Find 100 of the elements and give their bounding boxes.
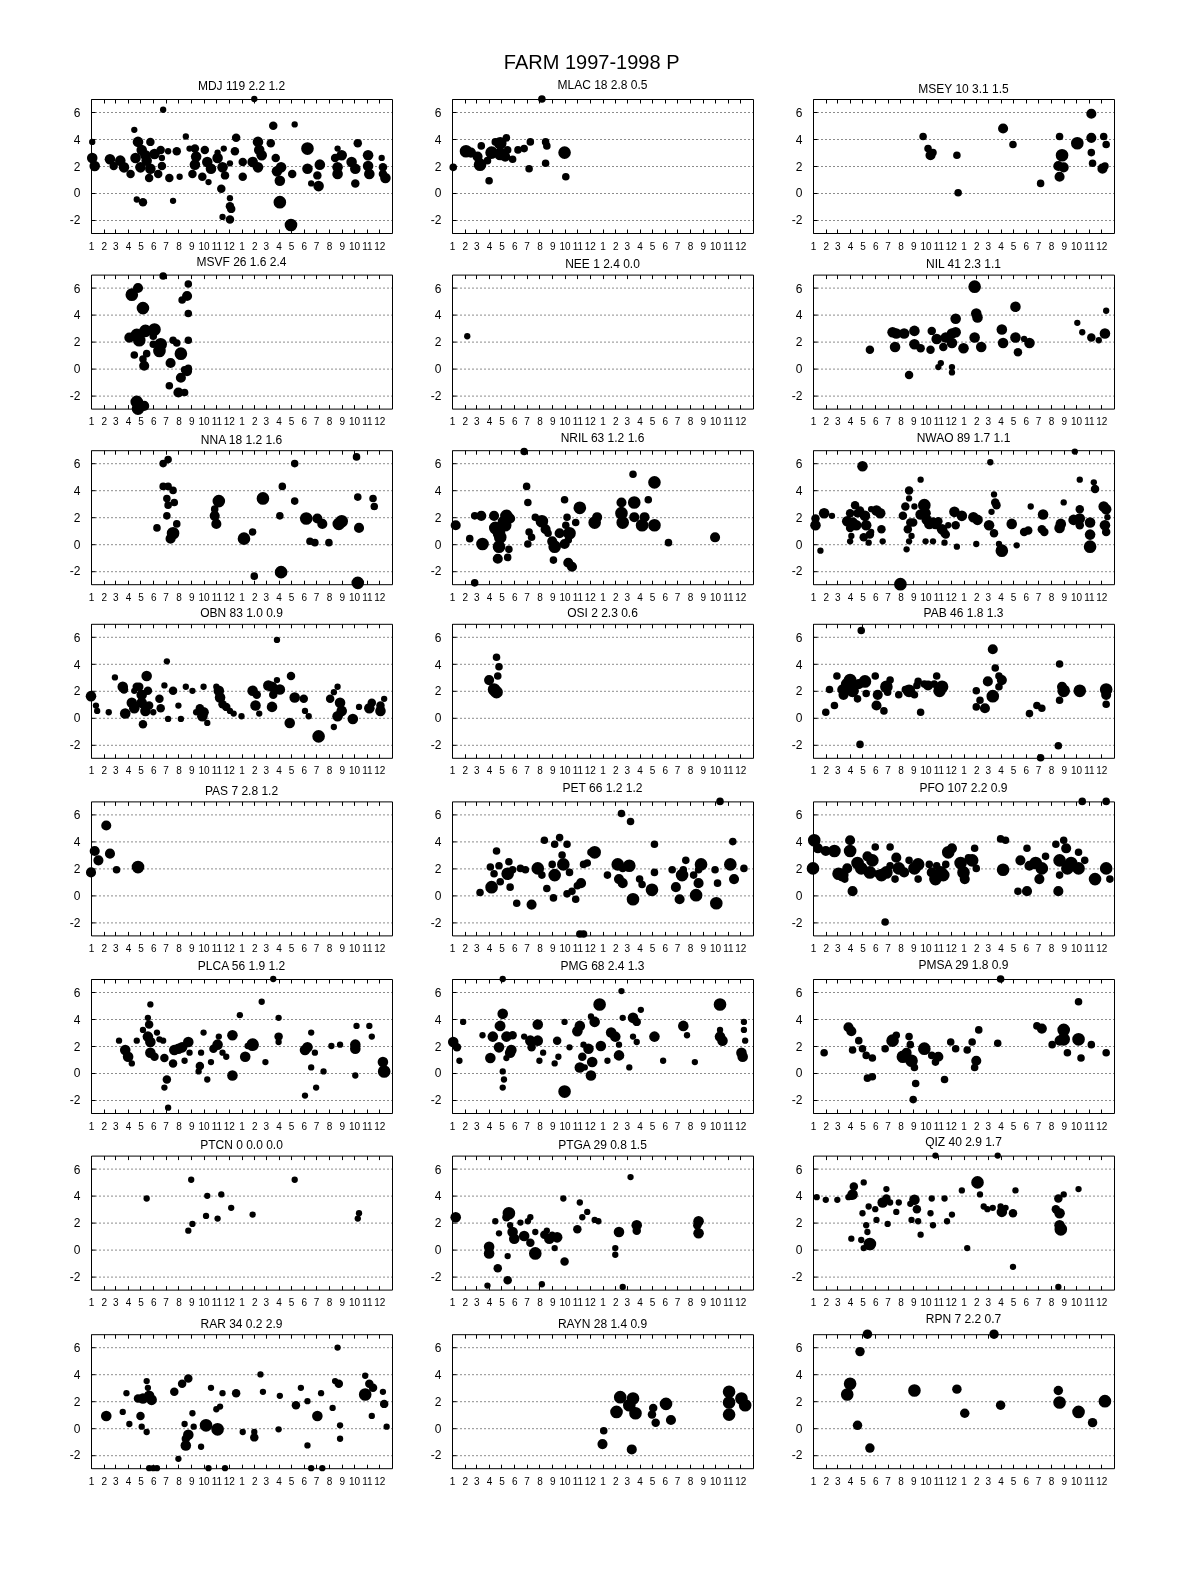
y-tick-label: 0 bbox=[795, 1242, 803, 1257]
chart-title: MLAC 18 2.8 0.5 bbox=[557, 78, 648, 93]
x-tick-label: 1 bbox=[810, 416, 817, 428]
x-tick-label: 9 bbox=[700, 240, 707, 252]
x-tick-label: 11 bbox=[572, 1120, 584, 1132]
x-tick-label: 2 bbox=[252, 765, 258, 777]
x-tick-label: 7 bbox=[885, 1120, 892, 1132]
y-tick-label: 2 bbox=[434, 159, 442, 174]
x-tick-label: 6 bbox=[872, 416, 879, 428]
y-tick-label: 2 bbox=[434, 510, 442, 525]
x-tick-label: 9 bbox=[188, 591, 195, 603]
x-tick-label: 8 bbox=[687, 591, 694, 603]
x-tick-label: 5 bbox=[1010, 591, 1017, 603]
x-tick-label: 1 bbox=[961, 1475, 968, 1487]
x-tick-label: 9 bbox=[1061, 416, 1068, 428]
x-tick-label: 7 bbox=[674, 591, 681, 603]
x-tick-label: 4 bbox=[486, 1297, 493, 1309]
x-tick-label: 6 bbox=[662, 1120, 669, 1132]
x-tick-label: 6 bbox=[872, 591, 879, 603]
x-tick-label: 9 bbox=[339, 1120, 346, 1132]
x-tick-label: 9 bbox=[1061, 1120, 1068, 1132]
x-tick-label: 8 bbox=[1048, 416, 1055, 428]
x-tick-label: 8 bbox=[537, 1297, 544, 1309]
x-tick-label: 7 bbox=[163, 416, 170, 428]
x-tick-label: 6 bbox=[511, 416, 518, 428]
x-tick-label: 2 bbox=[462, 765, 469, 777]
x-tick-label: 11 bbox=[1084, 1297, 1095, 1309]
x-tick-label: 11 bbox=[933, 416, 945, 428]
x-tick-label: 2 bbox=[252, 942, 258, 954]
x-tick-label: 7 bbox=[524, 942, 531, 954]
x-tick-label: 7 bbox=[1035, 765, 1042, 777]
x-tick-label: 7 bbox=[313, 240, 320, 252]
x-tick-label: 5 bbox=[1010, 1297, 1017, 1309]
x-tick-label: 10 bbox=[1071, 416, 1083, 428]
y-tick-label: -2 bbox=[430, 388, 442, 403]
y-tick-label: 2 bbox=[434, 1394, 442, 1409]
x-tick-label: 10 bbox=[920, 1297, 933, 1309]
x-tick-label: 5 bbox=[288, 240, 295, 252]
x-tick-label: 10 bbox=[349, 1297, 361, 1309]
y-tick-label: 2 bbox=[434, 684, 442, 699]
x-tick-label: 1 bbox=[810, 1297, 817, 1309]
x-tick-label: 6 bbox=[1023, 240, 1030, 252]
x-tick-label: 5 bbox=[499, 765, 506, 777]
x-tick-label: 8 bbox=[898, 1120, 905, 1132]
x-tick-label: 12 bbox=[223, 942, 236, 954]
y-tick-label: 4 bbox=[73, 308, 81, 323]
x-tick-label: 3 bbox=[835, 1297, 842, 1309]
y-tick-label: 6 bbox=[795, 630, 803, 645]
x-tick-label: 8 bbox=[1048, 1297, 1055, 1309]
x-tick-label: 1 bbox=[239, 416, 246, 428]
x-tick-label: 12 bbox=[223, 240, 236, 252]
x-tick-label: 4 bbox=[998, 1120, 1005, 1132]
x-tick-label: 5 bbox=[1010, 240, 1017, 252]
x-tick-label: 11 bbox=[572, 240, 584, 252]
x-tick-label: 6 bbox=[301, 1297, 308, 1309]
x-tick-label: 12 bbox=[223, 591, 236, 603]
y-tick-label: 6 bbox=[795, 281, 803, 296]
x-tick-label: 10 bbox=[349, 416, 361, 428]
x-tick-label: 4 bbox=[125, 591, 132, 603]
x-tick-label: 11 bbox=[211, 942, 223, 954]
x-tick-label: 9 bbox=[1061, 1475, 1068, 1487]
x-tick-label: 3 bbox=[263, 765, 270, 777]
chart-title: NIL 41 2.3 1.1 bbox=[926, 257, 1002, 272]
y-tick-label: -2 bbox=[430, 915, 442, 930]
x-tick-label: 12 bbox=[735, 240, 747, 252]
x-tick-label: 10 bbox=[1071, 1297, 1083, 1309]
x-tick-label: 12 bbox=[1096, 1297, 1108, 1309]
x-tick-label: 5 bbox=[288, 765, 295, 777]
y-tick-label: 4 bbox=[434, 835, 442, 850]
x-tick-label: 4 bbox=[637, 765, 644, 777]
y-tick-label: -2 bbox=[791, 737, 803, 752]
x-tick-label: 11 bbox=[933, 1120, 945, 1132]
x-tick-label: 10 bbox=[349, 942, 361, 954]
chart-title: PMG 68 2.4 1.3 bbox=[560, 958, 645, 973]
x-tick-label: 2 bbox=[462, 240, 469, 252]
x-tick-label: 9 bbox=[549, 591, 556, 603]
x-tick-label: 3 bbox=[474, 416, 481, 428]
x-tick-label: 6 bbox=[872, 1297, 879, 1309]
x-tick-label: 10 bbox=[559, 765, 572, 777]
x-tick-label: 5 bbox=[860, 1475, 867, 1487]
y-tick-label: 6 bbox=[434, 281, 442, 296]
y-tick-label: 2 bbox=[795, 1039, 803, 1054]
x-tick-label: 4 bbox=[486, 591, 493, 603]
x-tick-label: 6 bbox=[150, 1475, 157, 1487]
x-tick-label: 9 bbox=[339, 1475, 346, 1487]
x-tick-label: 3 bbox=[263, 1475, 270, 1487]
x-tick-label: 12 bbox=[374, 416, 386, 428]
x-tick-label: 2 bbox=[101, 240, 108, 252]
x-tick-label: 2 bbox=[823, 1120, 830, 1132]
x-tick-label: 8 bbox=[898, 765, 905, 777]
x-tick-label: 11 bbox=[211, 1297, 223, 1309]
x-tick-label: 11 bbox=[211, 591, 223, 603]
x-tick-label: 3 bbox=[113, 1475, 120, 1487]
y-tick-label: 4 bbox=[73, 132, 81, 147]
y-tick-label: 4 bbox=[795, 657, 803, 672]
x-tick-label: 12 bbox=[735, 1297, 747, 1309]
y-tick-label: 2 bbox=[434, 335, 442, 350]
x-tick-label: 5 bbox=[499, 1297, 506, 1309]
x-tick-label: 10 bbox=[198, 1475, 211, 1487]
x-tick-label: 4 bbox=[125, 1120, 132, 1132]
